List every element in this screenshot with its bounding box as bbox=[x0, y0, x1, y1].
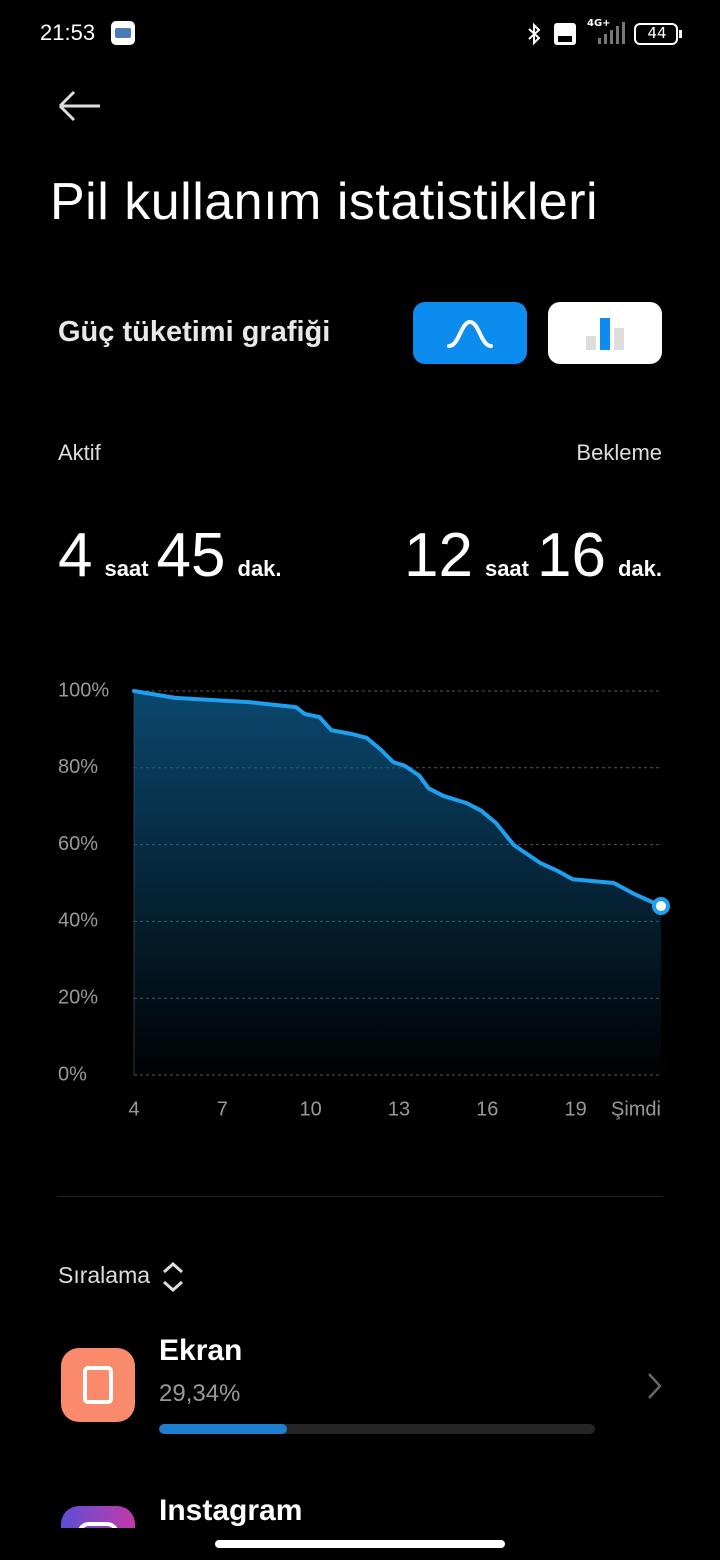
chevron-right bbox=[648, 1373, 662, 1399]
x-tick-label: 7 bbox=[217, 1098, 228, 1120]
y-tick-label: 60% bbox=[58, 833, 98, 855]
x-tick-label: 13 bbox=[388, 1098, 410, 1120]
line-view-button[interactable] bbox=[413, 302, 527, 364]
battery-icon bbox=[634, 23, 682, 45]
x-tick-label: Şimdi bbox=[611, 1098, 661, 1120]
usage-track bbox=[159, 1424, 595, 1434]
app-notification-icon bbox=[111, 21, 135, 45]
active-label: Aktif bbox=[58, 440, 101, 465]
app-icon bbox=[61, 1506, 135, 1530]
minutes-unit: dak. bbox=[237, 556, 282, 581]
active-time: 4 saat 45 dak. bbox=[58, 520, 282, 591]
bar-view-button[interactable] bbox=[548, 302, 662, 364]
sort-label: Sıralama bbox=[58, 1262, 151, 1289]
hours-unit: saat bbox=[484, 556, 529, 581]
active-minutes: 45 bbox=[156, 521, 226, 590]
sort-button[interactable]: Sıralama bbox=[58, 1260, 186, 1294]
volte-icon bbox=[554, 23, 576, 45]
y-tick-label: 40% bbox=[58, 910, 98, 932]
y-tick-label: 100% bbox=[58, 679, 109, 701]
x-tick-label: 19 bbox=[564, 1098, 586, 1120]
divider bbox=[58, 1196, 662, 1197]
usage-bar bbox=[159, 1424, 287, 1434]
page-title: Pil kullanım istatistikleri bbox=[50, 173, 599, 231]
app-icon bbox=[61, 1348, 135, 1422]
line-area bbox=[134, 691, 661, 1075]
standby-label: Bekleme bbox=[576, 440, 662, 465]
battery-line bbox=[132, 689, 663, 908]
signal-icon bbox=[598, 22, 625, 44]
bluetooth-icon bbox=[528, 22, 541, 46]
app-name: Ekran bbox=[159, 1334, 243, 1367]
back-button[interactable] bbox=[56, 88, 104, 124]
y-tick-label: 0% bbox=[58, 1063, 87, 1085]
sort-icon bbox=[163, 1261, 184, 1293]
standby-hours: 12 bbox=[403, 521, 473, 590]
minutes-unit: dak. bbox=[617, 556, 662, 581]
hours-unit: saat bbox=[104, 556, 149, 581]
y-tick-label: 80% bbox=[58, 756, 98, 778]
current-point bbox=[652, 897, 670, 916]
network-type: 4G+ bbox=[587, 18, 611, 29]
x-tick-label: 10 bbox=[300, 1098, 322, 1120]
section-label: Güç tüketimi grafiği bbox=[58, 316, 331, 348]
standby-time: 12 saat 16 dak. bbox=[404, 520, 662, 591]
x-tick-label: 16 bbox=[476, 1098, 498, 1120]
y-tick-label: 20% bbox=[58, 986, 98, 1008]
home-indicator[interactable] bbox=[215, 1540, 505, 1548]
x-tick-label: 4 bbox=[128, 1098, 139, 1120]
app-name: Instagram bbox=[159, 1494, 303, 1527]
standby-minutes: 16 bbox=[537, 521, 606, 590]
status-time: 21:53 bbox=[40, 20, 96, 45]
active-hours: 4 bbox=[58, 521, 93, 590]
battery-chart: 0% 20% 40% 60% 80% 100% 4 7 10 13 16 19 Şimdi bbox=[58, 679, 670, 1120]
battery-level: 44 bbox=[647, 24, 667, 42]
app-percent: 29,34% bbox=[159, 1380, 241, 1407]
